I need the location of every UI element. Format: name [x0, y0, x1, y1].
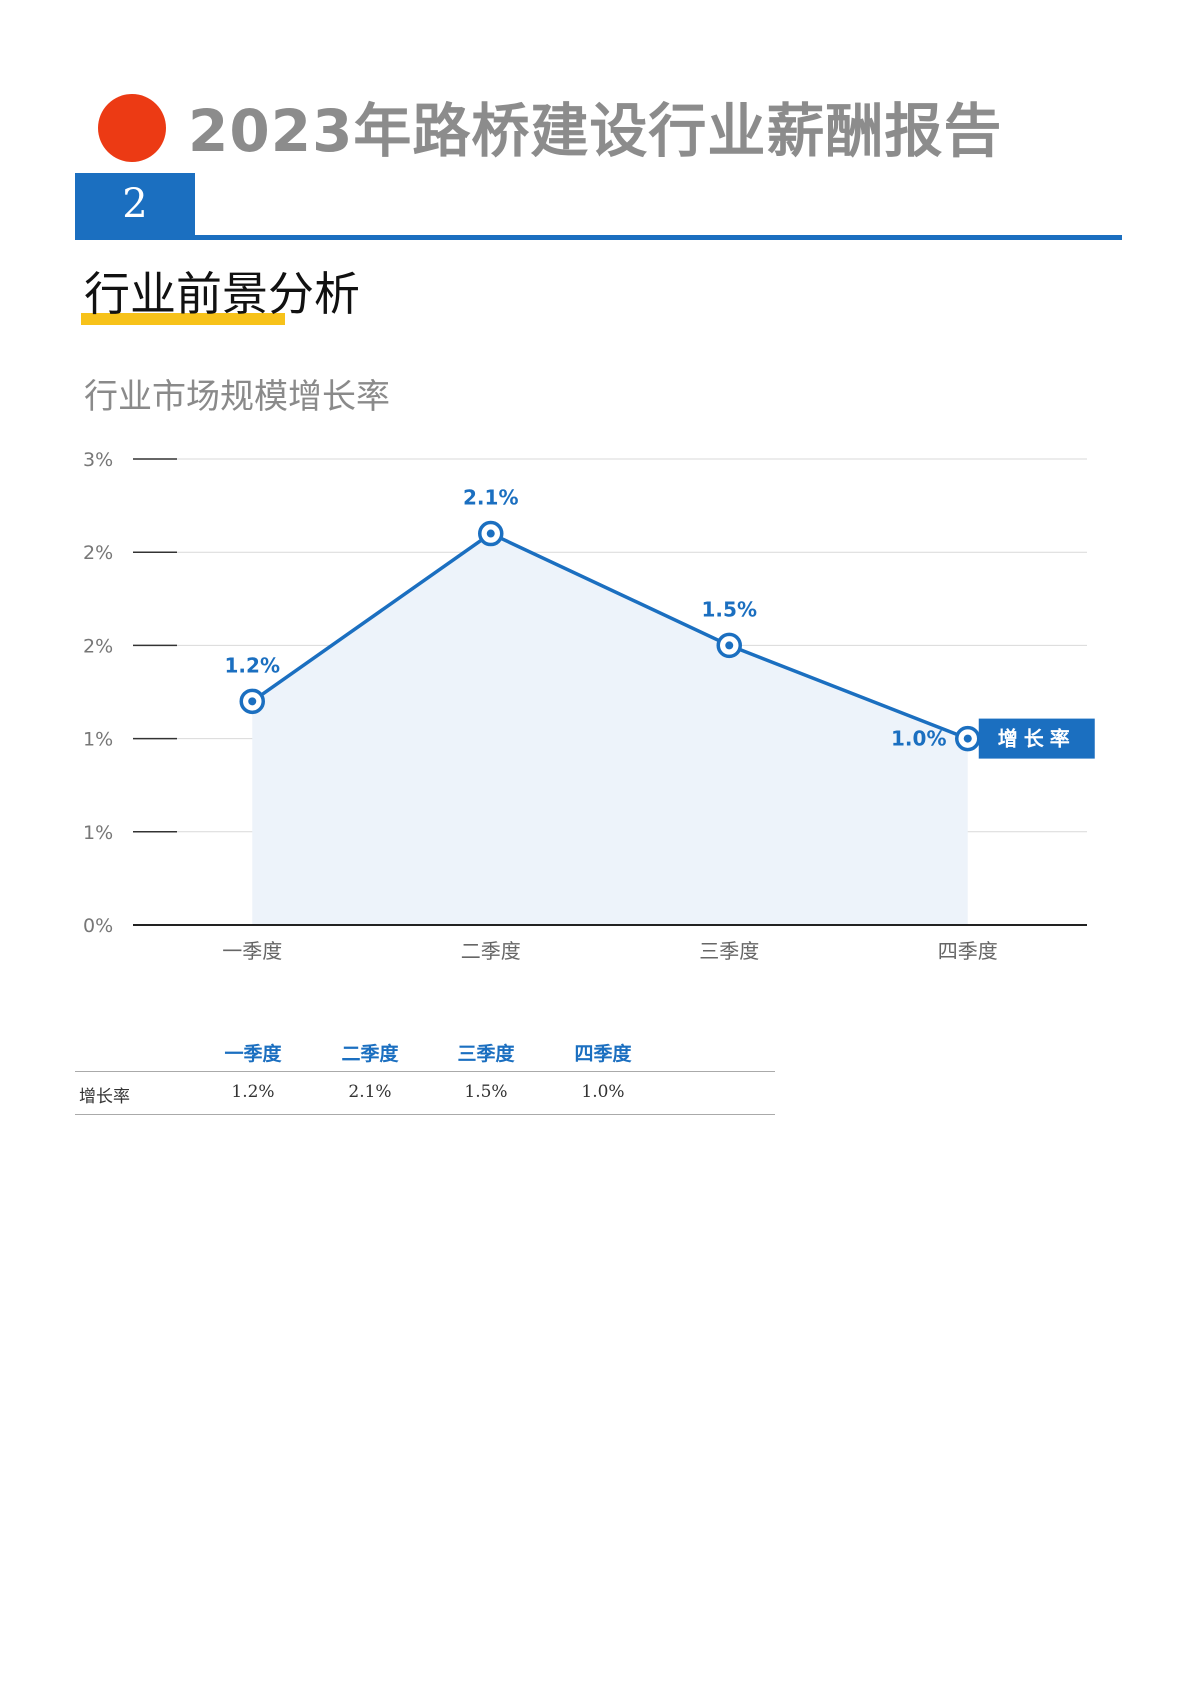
- table-header-q1: 一季度: [224, 1043, 282, 1065]
- data-label: 1.0%: [891, 727, 946, 751]
- y-tick-label: 0%: [83, 915, 113, 937]
- table-cell-q4: 1.0%: [581, 1082, 625, 1102]
- table-header-q3: 三季度: [457, 1043, 515, 1065]
- section-subtitle: 行业前景分析: [84, 267, 360, 321]
- section-number-box: 2: [75, 173, 195, 235]
- table-row-label: 增长率: [79, 1087, 130, 1107]
- title-bullet-dot: [98, 94, 166, 162]
- section-number: 2: [122, 181, 148, 227]
- table-header-row: 一季度 二季度 三季度 四季度: [75, 1035, 775, 1071]
- data-label: 1.5%: [702, 597, 757, 621]
- table-rule-bottom: [75, 1114, 775, 1115]
- subtitle-underline: [81, 313, 285, 325]
- table-cell-q3: 1.5%: [464, 1082, 508, 1102]
- y-tick-label: 3%: [83, 449, 113, 471]
- data-label: 1.2%: [225, 653, 280, 677]
- series-name-label: 增长率: [998, 727, 1076, 751]
- x-tick-label: 四季度: [938, 939, 998, 963]
- y-tick-label: 1%: [83, 729, 113, 751]
- section-divider: [75, 235, 1122, 240]
- y-tick-label: 2%: [83, 542, 113, 564]
- table-header-q4: 四季度: [574, 1043, 632, 1065]
- table-cell-q1: 1.2%: [231, 1082, 275, 1102]
- x-tick-label: 一季度: [222, 939, 282, 963]
- x-tick-label: 二季度: [461, 939, 521, 963]
- data-label: 2.1%: [463, 486, 518, 510]
- area-fill: [252, 533, 968, 925]
- data-table: 一季度 二季度 三季度 四季度 增长率 1.2% 2.1% 1.5% 1.0%: [75, 1035, 775, 1115]
- document-title: 2023年路桥建设行业薪酬报告: [188, 97, 1003, 165]
- x-tick-label: 三季度: [699, 939, 759, 963]
- y-tick-label: 1%: [83, 822, 113, 844]
- series-line: [251, 531, 969, 741]
- data-point-center: [486, 529, 495, 538]
- table-cell-q2: 2.1%: [348, 1082, 392, 1102]
- data-point-center: [725, 641, 734, 650]
- data-point-center: [963, 734, 972, 743]
- table-rule-top: [75, 1071, 775, 1072]
- chart-title: 行业市场规模增长率: [84, 377, 390, 417]
- data-point-center: [248, 697, 257, 706]
- y-tick-label: 2%: [83, 635, 113, 657]
- growth-rate-chart: 0% 1% 1% 2% 2% 3% 1.2% 一季度 2.1% 二季度 1.5% 三季度 1.0% 四季度…: [83, 449, 1095, 963]
- table-header-q2: 二季度: [341, 1043, 399, 1065]
- table-row: 增长率 1.2% 2.1% 1.5% 1.0%: [75, 1072, 775, 1114]
- series-label-box: [978, 718, 1095, 759]
